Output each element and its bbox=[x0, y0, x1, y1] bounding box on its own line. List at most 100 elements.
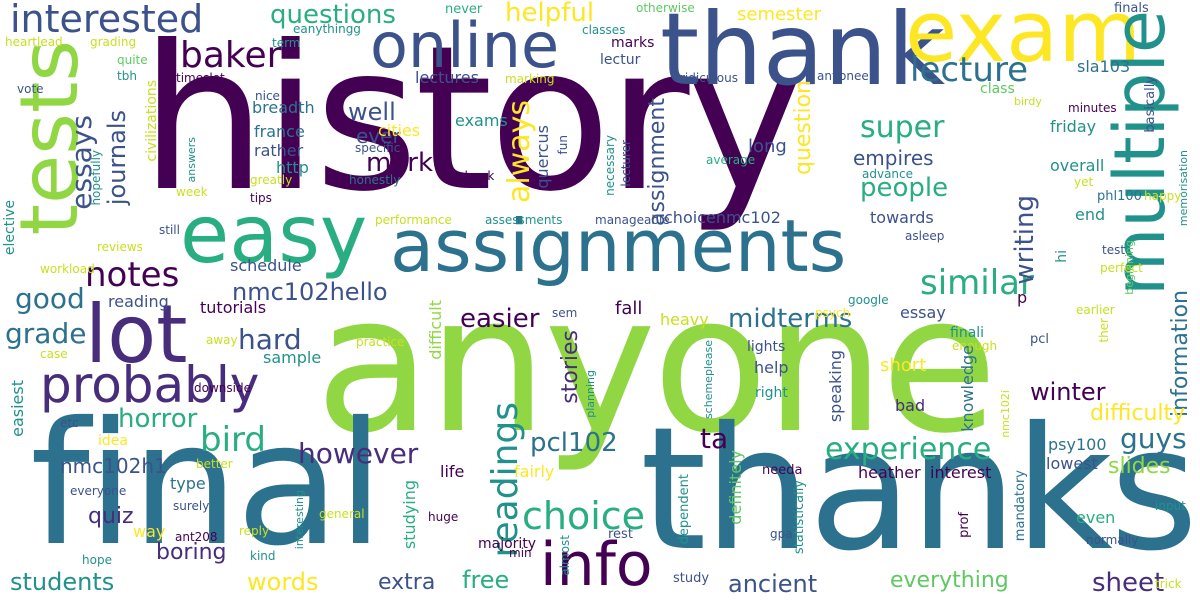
word-thanks: thanks bbox=[640, 391, 1198, 589]
word-honestly: honestly bbox=[349, 173, 401, 187]
word-free: free bbox=[462, 566, 510, 594]
word-classes: classes bbox=[582, 23, 626, 37]
word-towards: towards bbox=[870, 208, 934, 227]
word-interested: interested bbox=[10, 0, 204, 41]
word-fall: fall bbox=[615, 298, 643, 319]
word-sla103: sla103 bbox=[1077, 57, 1131, 76]
word-surely: surely bbox=[173, 499, 210, 513]
word-journals: journals bbox=[103, 110, 131, 206]
word-advance: advance bbox=[862, 167, 914, 181]
word-even: even bbox=[1076, 508, 1116, 527]
word-end: end bbox=[1075, 205, 1106, 224]
word-tips: tips bbox=[250, 191, 272, 205]
word-week: week bbox=[176, 185, 208, 199]
word-finals: finals bbox=[1114, 1, 1149, 16]
word-basically: basically bbox=[1143, 76, 1158, 133]
word-lecture: lecture bbox=[910, 50, 1029, 90]
word-hope: hope bbox=[82, 553, 112, 567]
word-rather: rather bbox=[254, 141, 304, 160]
word-still: still bbox=[159, 223, 180, 237]
word-cities: cities bbox=[378, 121, 421, 140]
word-anyone: anyone bbox=[315, 254, 998, 475]
word-lecturer: lecturer bbox=[619, 140, 633, 187]
word-downside: downside bbox=[194, 381, 251, 395]
word-manageable: manageable bbox=[595, 213, 670, 227]
word-choice: choice bbox=[522, 494, 646, 538]
word-asleep: asleep bbox=[905, 229, 945, 243]
word-semester: semester bbox=[737, 4, 821, 25]
word-http: http bbox=[276, 158, 309, 177]
word-average: average bbox=[706, 153, 756, 167]
word-away: away bbox=[206, 333, 238, 347]
word-winter: winter bbox=[1030, 378, 1106, 406]
word-gpa: gpa bbox=[770, 527, 793, 541]
word-grading: grading bbox=[90, 35, 137, 49]
word-writing: writing bbox=[1010, 195, 1040, 285]
word-knowledge: knowledge bbox=[958, 345, 977, 432]
word-long: long bbox=[748, 136, 787, 157]
word-difficulty: difficulty bbox=[1090, 401, 1186, 426]
word-quercus: quercus bbox=[533, 125, 552, 189]
word-fairly: fairly bbox=[514, 462, 555, 481]
word-way: way bbox=[133, 522, 166, 541]
word-stories: stories bbox=[558, 330, 583, 404]
word-statistically: statistically bbox=[792, 480, 807, 555]
word-psych: psych bbox=[815, 306, 851, 320]
word-thank: thank bbox=[660, 0, 946, 108]
word-midterms: midterms bbox=[728, 304, 853, 334]
word-ancient: ancient bbox=[728, 570, 818, 598]
word-lectur: lectur bbox=[600, 52, 641, 68]
word-assignment: assignment bbox=[645, 98, 670, 226]
word-grade: grade bbox=[5, 317, 87, 350]
word-words: words bbox=[247, 568, 319, 596]
word-everything: everything bbox=[890, 568, 1009, 593]
word-france: france bbox=[254, 122, 305, 141]
word-information: information bbox=[1168, 290, 1193, 417]
word-anyonee: anyonee bbox=[817, 69, 869, 83]
word-vote: vote bbox=[17, 82, 44, 96]
word-hopefully: hopefully bbox=[89, 150, 103, 206]
word-lowest: lowest bbox=[1046, 454, 1098, 473]
word-however: however bbox=[298, 437, 419, 470]
word-probably: probably bbox=[40, 356, 260, 414]
word-mark: mark bbox=[366, 148, 434, 178]
word-questions: questions bbox=[270, 0, 396, 30]
word-elective: elective bbox=[2, 200, 18, 256]
word-easier: easier bbox=[460, 304, 540, 334]
word-nmc102hello: nmc102hello bbox=[232, 278, 388, 306]
word-exam: exam bbox=[905, 0, 1141, 82]
word-everyone: everyone bbox=[70, 484, 127, 498]
word-ant208: ant208 bbox=[175, 530, 218, 544]
word-pcl: pcl bbox=[1030, 332, 1050, 347]
word-tutorials: tutorials bbox=[200, 298, 267, 317]
word-essay: essay bbox=[900, 303, 946, 322]
word-enough: enough bbox=[952, 339, 998, 353]
word-earlier: earlier bbox=[1076, 303, 1115, 317]
word-reading: reading bbox=[108, 292, 169, 311]
word-ta: ta bbox=[700, 422, 729, 455]
word-psy100: psy100 bbox=[1048, 435, 1107, 454]
word-easy: easy bbox=[180, 188, 368, 281]
word-super: super bbox=[860, 110, 945, 145]
word-input: input bbox=[1155, 499, 1186, 513]
word-huge: huge bbox=[428, 510, 459, 524]
word-case: case bbox=[40, 347, 68, 361]
word-baker: baker bbox=[180, 35, 282, 76]
word-empires: empires bbox=[853, 146, 934, 170]
word-happy: happy bbox=[1144, 189, 1182, 203]
word-well: well bbox=[348, 98, 396, 126]
word-greatly: greatly bbox=[250, 173, 293, 187]
word-yet: yet bbox=[1074, 175, 1094, 189]
word-hi: hi bbox=[1054, 250, 1070, 263]
word-sheet: sheet bbox=[1092, 568, 1165, 598]
word-nmc102i: nmc102i bbox=[999, 390, 1012, 438]
word-sem: sem bbox=[552, 306, 578, 320]
word-right: right bbox=[755, 385, 788, 401]
word-eanythingg: eanythingg bbox=[293, 22, 361, 36]
word-performance: performance bbox=[375, 213, 452, 227]
word-rest: rest bbox=[608, 527, 633, 542]
word-breadth: breadth bbox=[252, 98, 315, 117]
word-quiz: quiz bbox=[88, 504, 134, 529]
word-necessary: necessary bbox=[603, 135, 617, 196]
word-minutes: minutes bbox=[1068, 101, 1117, 115]
